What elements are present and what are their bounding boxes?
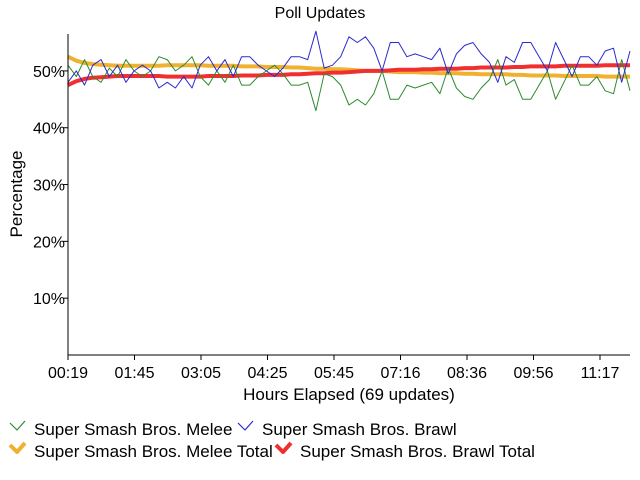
- legend: Super Smash Bros. Melee Super Smash Bros.…: [8, 420, 535, 461]
- legend-label: Super Smash Bros. Brawl Total: [300, 442, 535, 461]
- y-tick-label: 30%: [33, 178, 65, 195]
- y-tick-label: 50%: [33, 64, 65, 81]
- legend-label: Super Smash Bros. Brawl: [262, 420, 457, 439]
- x-tick-label: 03:05: [181, 365, 221, 382]
- y-ticks: 10% 20% 30% 40% 50%: [33, 64, 68, 308]
- y-tick-label: 40%: [33, 121, 65, 138]
- y-tick-label: 20%: [33, 234, 65, 251]
- legend-swatch: [9, 420, 26, 431]
- x-axis-label: Hours Elapsed (69 updates): [243, 385, 455, 404]
- series-line-super-smash-bros-brawl: [67, 30, 631, 89]
- chart-title: Poll Updates: [275, 5, 366, 22]
- x-tick-label: 05:45: [314, 365, 354, 382]
- x-tick-label: 08:36: [447, 365, 487, 382]
- plot-area: [67, 30, 631, 112]
- x-tick-label: 09:56: [513, 365, 553, 382]
- x-ticks: 00:19 01:45 03:05 04:25 05:45 07:16 08:36 09:56…: [48, 355, 620, 382]
- y-axis-label: Percentage: [7, 151, 26, 238]
- series-line-super-smash-bros-melee: [67, 56, 631, 112]
- series-line-super-smash-bros-melee-total: [67, 54, 630, 79]
- x-tick-label: 00:19: [48, 365, 88, 382]
- legend-swatch: [8, 441, 27, 454]
- series-line-super-smash-bros-brawl-total: [67, 63, 630, 87]
- legend-label: Super Smash Bros. Melee Total: [34, 442, 273, 461]
- x-tick-label: 11:17: [581, 365, 620, 382]
- x-tick-label: 01:45: [114, 365, 154, 382]
- x-tick-label: 04:25: [247, 365, 287, 382]
- legend-swatch: [274, 441, 293, 454]
- legend-swatch: [237, 420, 254, 431]
- y-tick-label: 10%: [33, 291, 65, 308]
- legend-label: Super Smash Bros. Melee: [34, 420, 232, 439]
- x-tick-label: 07:16: [380, 365, 420, 382]
